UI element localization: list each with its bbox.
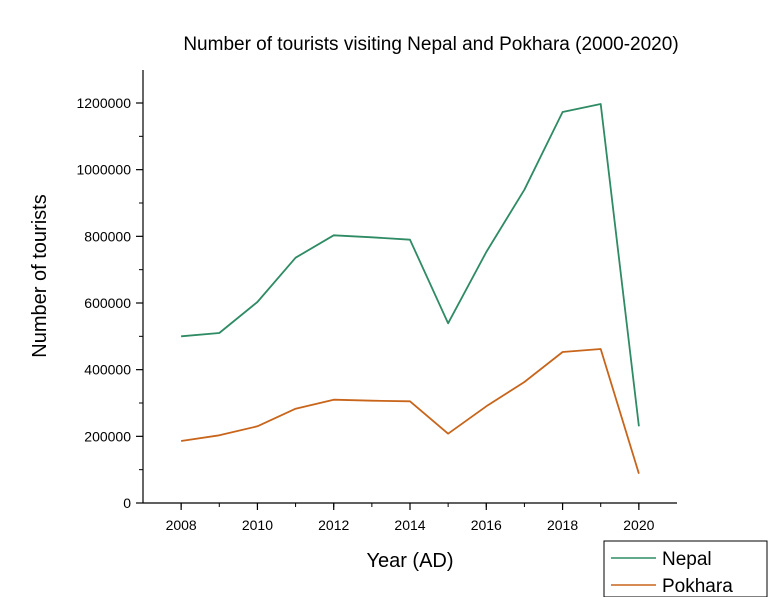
y-tick-label: 200000 (84, 428, 131, 444)
series-line-nepal (181, 103, 640, 427)
x-tick-label: 2020 (623, 517, 654, 533)
x-tick-label: 2016 (471, 517, 502, 533)
y-axis-label: Number of tourists (29, 194, 51, 357)
legend-box (603, 540, 768, 597)
x-axis-label: Year (AD) (366, 550, 453, 572)
x-tick-label: 2010 (242, 517, 273, 533)
x-tick-label: 2014 (394, 517, 425, 533)
chart-title: Number of tourists visiting Nepal and Po… (183, 34, 678, 55)
y-tick-label: 0 (123, 495, 131, 511)
y-tick-label: 1200000 (76, 95, 131, 111)
legend-label-pokhara: Pokhara (662, 576, 733, 597)
y-tick-label: 400000 (84, 362, 131, 378)
y-tick-label: 1000000 (76, 162, 131, 178)
plot-area: 2008 2010 2012 2014 2016 2018 2020 0 200000 4000… (76, 70, 677, 533)
legend: Nepal Pokhara (603, 540, 768, 597)
x-ticks: 2008 2010 2012 2014 2016 2018 2020 (166, 503, 655, 533)
series-lines (180, 103, 640, 474)
legend-label-nepal: Nepal (662, 549, 712, 570)
y-tick-label: 600000 (84, 295, 131, 311)
x-tick-label: 2008 (166, 517, 197, 533)
y-tick-label: 800000 (84, 228, 131, 244)
series-line-pokhara (180, 348, 640, 474)
y-ticks: 0 200000 400000 600000 800000 1000000 1200000 (76, 95, 143, 511)
x-tick-label: 2012 (318, 517, 349, 533)
x-tick-label: 2018 (547, 517, 578, 533)
